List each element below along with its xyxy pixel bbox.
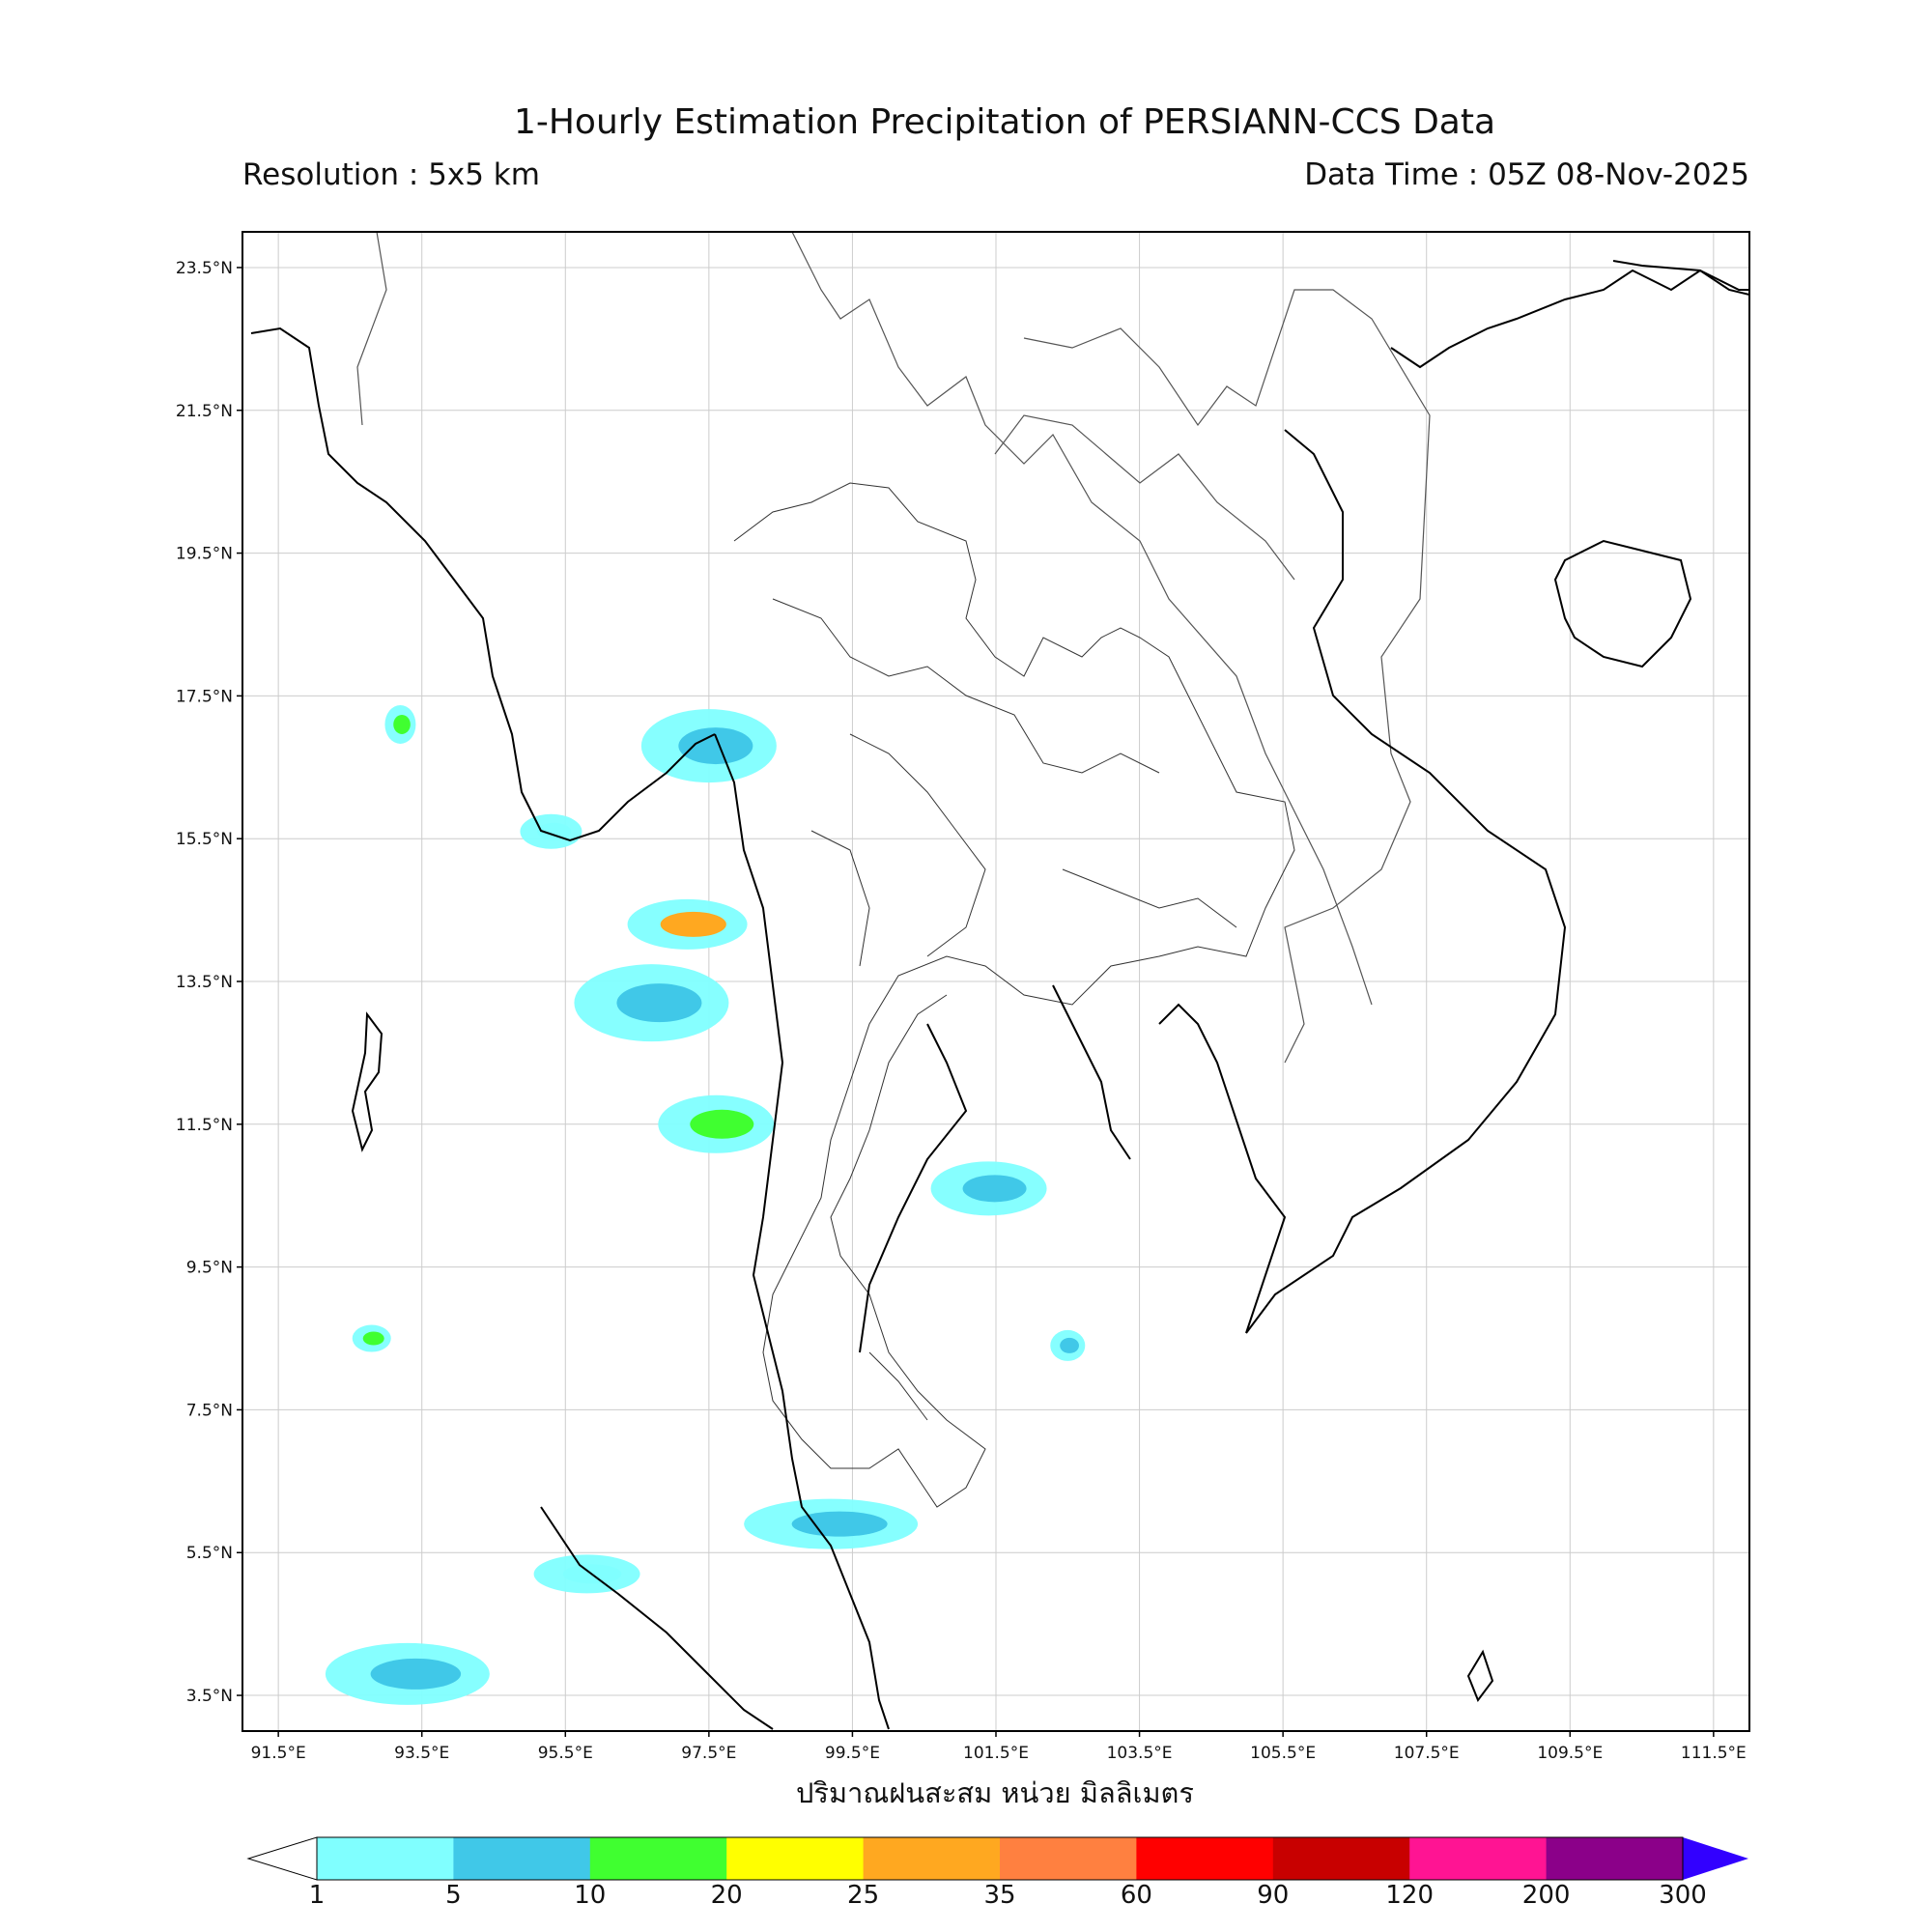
lat-label: 9.5°N xyxy=(186,1259,233,1278)
lon-label: 99.5°E xyxy=(825,1744,880,1763)
lat-label: 3.5°N xyxy=(186,1687,233,1706)
colorbar-segment xyxy=(317,1837,454,1880)
colorbar-tick-label: 300 xyxy=(1659,1881,1707,1910)
rain-area-core xyxy=(791,1511,888,1537)
thailand-provinces xyxy=(733,482,1295,1508)
lat-label: 13.5°N xyxy=(176,973,233,992)
colorbar-segment xyxy=(863,1837,1001,1880)
lat-label: 7.5°N xyxy=(186,1401,233,1420)
colorbar-segment xyxy=(589,1837,727,1880)
lon-label: 97.5°E xyxy=(681,1744,736,1763)
colorbar-tick-label: 60 xyxy=(1120,1881,1152,1910)
colorbar-segment xyxy=(1409,1837,1548,1880)
map-title: 1-Hourly Estimation Precipitation of PER… xyxy=(513,102,1496,142)
rain-area-core xyxy=(690,1109,754,1139)
rain-area-core xyxy=(962,1175,1027,1203)
colorbar-tick-label: 5 xyxy=(445,1881,462,1910)
colorbar-segment xyxy=(1000,1837,1137,1880)
rain-area-core xyxy=(1060,1337,1079,1353)
x-axis-label: ปริมาณฝนสะสม หน่วย มิลลิเมตร xyxy=(796,1776,1194,1809)
colorbar-frame xyxy=(316,1836,1684,1881)
lon-label: 107.5°E xyxy=(1394,1744,1460,1763)
rain-area-core xyxy=(537,822,572,840)
colorbar-tick-label: 200 xyxy=(1521,1881,1571,1910)
lon-label: 93.5°E xyxy=(394,1744,449,1763)
colorbar-segment xyxy=(726,1837,865,1880)
colorbar-segment xyxy=(1272,1837,1410,1880)
lon-label: 105.5°E xyxy=(1250,1744,1316,1763)
lat-label: 19.5°N xyxy=(176,545,233,564)
lon-label: 95.5°E xyxy=(538,1744,593,1763)
rain-area-core xyxy=(370,1658,462,1690)
lat-label: 15.5°N xyxy=(176,830,233,849)
coastlines xyxy=(250,260,1749,1730)
longitude-labels: 91.5°E 93.5°E 95.5°E 97.5°E 99.5°E 101.5°E 103… xyxy=(251,1744,1747,1763)
colorbar-tick-label: 20 xyxy=(710,1881,743,1910)
rain-area-core xyxy=(660,911,726,937)
colorbar-tick-label: 1 xyxy=(308,1881,326,1910)
lat-label: 5.5°N xyxy=(186,1544,233,1563)
lat-label: 21.5°N xyxy=(176,402,233,421)
lon-label: 91.5°E xyxy=(251,1744,306,1763)
colorbar-over-arrow xyxy=(1683,1837,1748,1880)
colorbar-tick-label: 90 xyxy=(1257,1881,1290,1910)
lon-label: 109.5°E xyxy=(1537,1744,1603,1763)
colorbar-tick-label: 25 xyxy=(847,1881,880,1910)
rain-area-core xyxy=(616,983,702,1023)
rain-area-core xyxy=(362,1331,384,1346)
lon-label: 103.5°E xyxy=(1107,1744,1173,1763)
axis-ticks xyxy=(237,267,1715,1737)
rain-layer xyxy=(325,704,1086,1705)
rain-area-core xyxy=(678,727,753,765)
colorbar-segment xyxy=(1546,1837,1684,1880)
resolution-label: Resolution : 5x5 km xyxy=(242,157,540,192)
rain-area-core xyxy=(393,714,411,734)
data-time-label: Data Time : 05Z 08-Nov-2025 xyxy=(1304,157,1749,192)
colorbar-segment xyxy=(453,1837,591,1880)
colorbar-segment xyxy=(1136,1837,1274,1880)
country-borders xyxy=(356,232,1431,1064)
lat-label: 23.5°N xyxy=(176,259,233,278)
latitude-labels: 23.5°N 21.5°N 19.5°N 17.5°N 15.5°N 13.5°N 11.5… xyxy=(176,259,233,1706)
lon-label: 111.5°E xyxy=(1681,1744,1747,1763)
graticule xyxy=(242,232,1749,1731)
colorbar-tick-label: 35 xyxy=(983,1881,1016,1910)
lat-label: 11.5°N xyxy=(176,1116,233,1135)
colorbar-tick-label: 10 xyxy=(574,1881,607,1910)
lon-label: 101.5°E xyxy=(963,1744,1029,1763)
lat-label: 17.5°N xyxy=(176,687,233,706)
colorbar-tick-label: 120 xyxy=(1385,1881,1435,1910)
colorbar-under-arrow xyxy=(246,1836,318,1881)
colorbar xyxy=(246,1836,1748,1881)
